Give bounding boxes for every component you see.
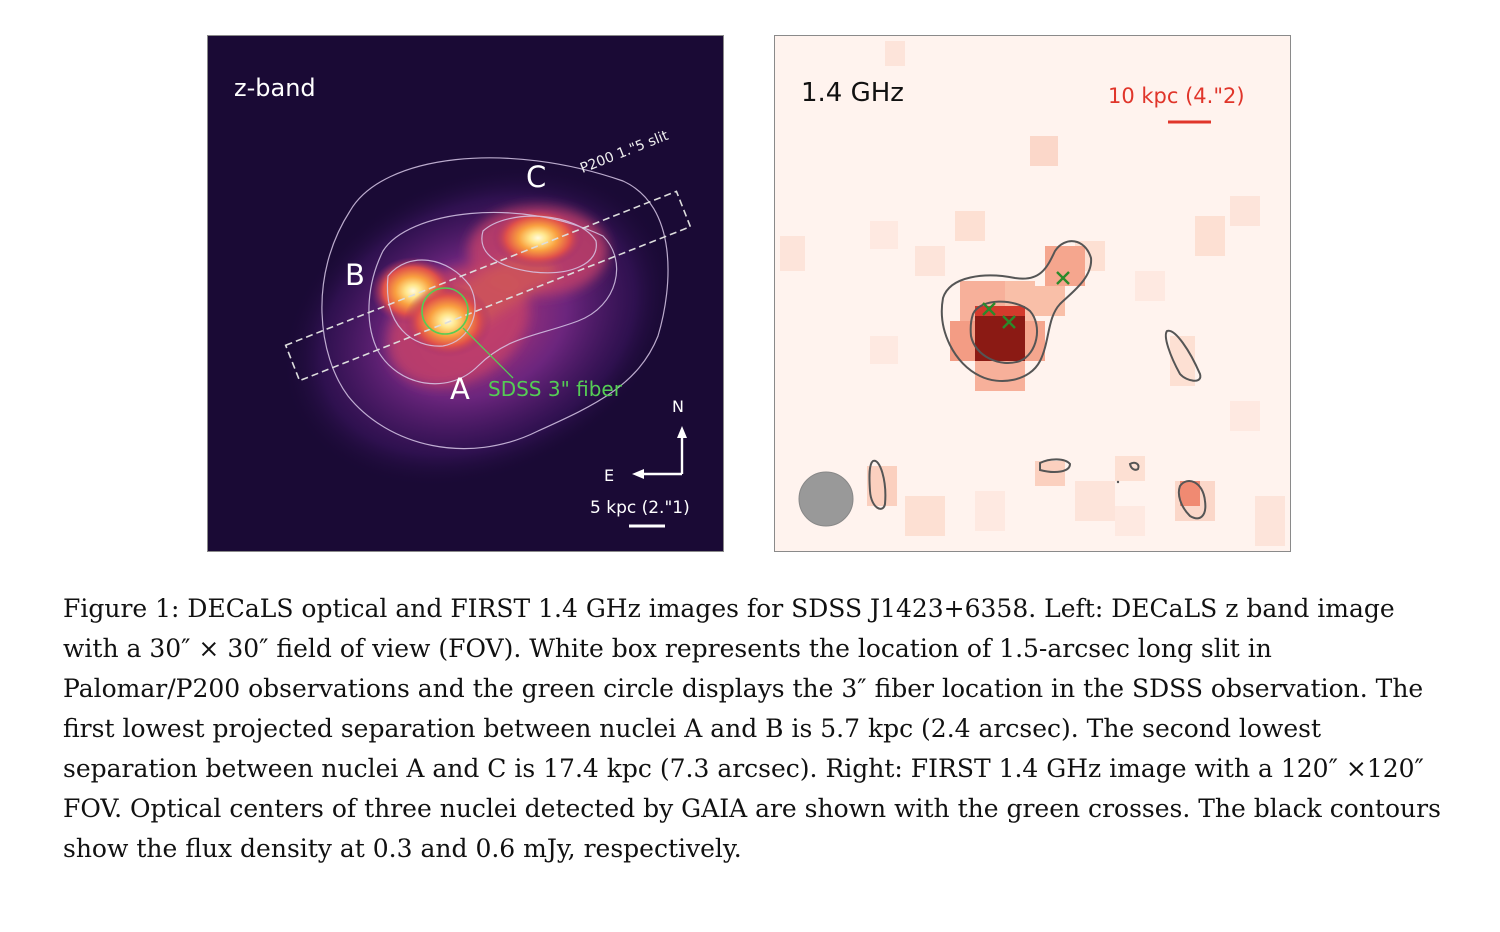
optical-image-panel: z-band A B C P200 1."5 slit SDSS 3" fibe…	[207, 35, 724, 552]
compass	[632, 426, 687, 479]
optical-image	[281, 157, 692, 528]
nucleus-a-label: A	[450, 372, 470, 406]
nucleus-c-label: C	[526, 160, 547, 194]
right-scale-label: 10 kpc (4."2)	[1108, 84, 1245, 108]
figure-caption: Figure 1: DECaLS optical and FIRST 1.4 G…	[63, 589, 1453, 869]
radio-image-panel: 1.4 GHz 10 kpc (4."2)	[774, 35, 1291, 552]
radio-pixels	[780, 41, 1285, 546]
p200-slit-box	[284, 190, 692, 382]
fiber-label: SDSS 3" fiber	[488, 377, 622, 401]
nucleus-c-core	[492, 208, 584, 268]
flux-contours	[868, 240, 1207, 520]
radio-image	[780, 41, 1285, 546]
band-label: z-band	[234, 74, 316, 102]
nucleus-a-core	[404, 285, 492, 357]
fiber-pointer-line	[462, 327, 514, 379]
nucleus-b-label: B	[345, 258, 365, 292]
gaia-crosses	[982, 271, 1070, 329]
caption-text: Figure 1: DECaLS optical and FIRST 1.4 G…	[63, 594, 1441, 863]
isophote-contours	[321, 157, 669, 450]
compass-north-label: N	[672, 397, 684, 416]
beam-circle	[798, 471, 854, 527]
left-scale-label: 5 kpc (2."1)	[590, 498, 690, 518]
compass-east-label: E	[604, 466, 615, 485]
sdss-fiber-circle	[421, 287, 469, 335]
frequency-label: 1.4 GHz	[801, 78, 904, 108]
